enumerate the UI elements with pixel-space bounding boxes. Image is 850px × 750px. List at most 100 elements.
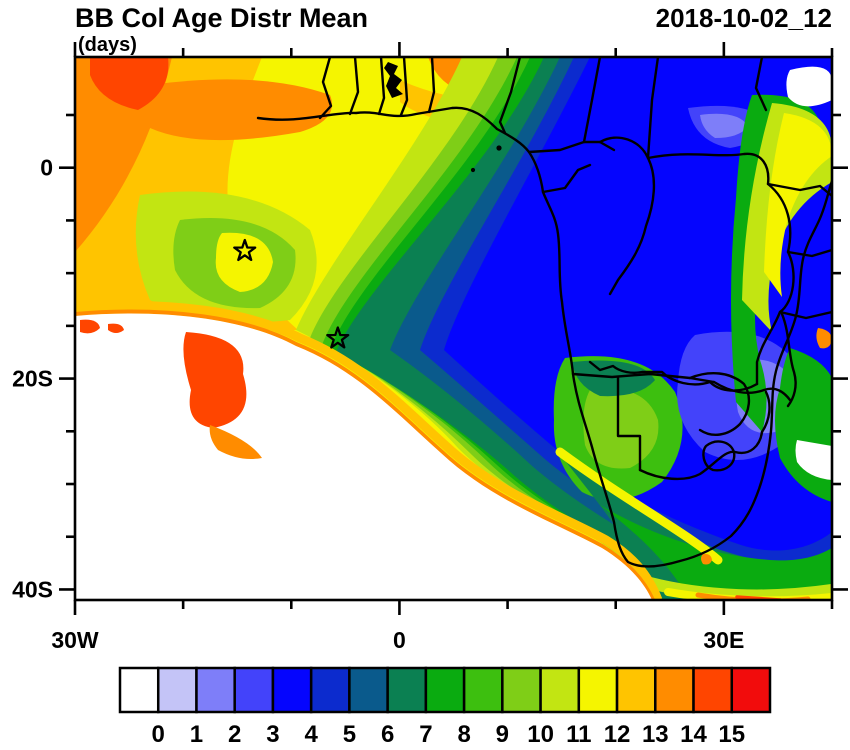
colorbar-cell	[195, 666, 236, 714]
map-shape	[399, 57, 409, 117]
colorbar-tick-label: 7	[419, 721, 432, 748]
y-tick-label: 40S	[12, 576, 53, 602]
contour-region	[572, 360, 655, 397]
colorbar-cell	[654, 666, 695, 714]
colorbar-cell	[118, 666, 160, 714]
contour-region	[183, 332, 247, 428]
colorbar: 0 1 2 3 4 5 6 7 8 9 10 11 12 13 14 15	[118, 666, 772, 748]
plot-title: BB Col Age Distr Mean	[75, 3, 368, 33]
map-shape	[688, 372, 751, 436]
star-marker	[233, 238, 257, 262]
map-shape	[754, 57, 768, 112]
contour-region	[75, 309, 655, 600]
y-tick-label: 20S	[12, 366, 53, 392]
colorbar-cell	[424, 666, 466, 714]
star-marker	[326, 326, 350, 349]
map-shape	[498, 57, 522, 135]
map-shape	[541, 163, 592, 194]
colorbar-tick-label: 1	[190, 721, 203, 748]
contour-region	[600, 505, 832, 600]
map-shape	[638, 430, 764, 481]
map-shape	[377, 57, 386, 116]
colorbar-tick-label: 13	[642, 721, 669, 748]
country-borders	[256, 57, 832, 568]
map-shape	[712, 380, 792, 402]
colorbar-cell	[539, 666, 581, 714]
colorbar-tick-label: 15	[718, 721, 745, 748]
colorbar-cell	[233, 666, 275, 714]
plot-datetime: 2018-10-02_12	[656, 3, 832, 33]
x-tick-label: 30E	[703, 627, 744, 653]
colorbar-tick-label: 8	[457, 721, 470, 748]
contour-region	[209, 425, 262, 459]
colorbar-tick-label: 10	[527, 721, 554, 748]
map-shape	[780, 312, 797, 408]
contour-region	[75, 301, 663, 600]
contour-region	[108, 323, 124, 333]
plot-frame	[73, 55, 834, 602]
colorbar-cell	[462, 666, 504, 714]
colorbar-cell	[309, 666, 351, 714]
colorbar-cell	[156, 666, 198, 714]
map-shape	[702, 440, 736, 472]
contour-region	[664, 588, 832, 600]
y-tick-label: 0	[40, 155, 53, 181]
map-shape	[616, 376, 642, 472]
station-markers	[233, 238, 350, 349]
africa-coastline	[256, 106, 832, 568]
map-shape	[786, 248, 832, 258]
x-tick-label: 0	[393, 627, 406, 653]
contour-region	[731, 94, 818, 433]
contour-region	[786, 66, 832, 107]
colorbar-tick-label: 3	[266, 721, 279, 748]
contour-region	[80, 319, 100, 334]
map-shape	[582, 57, 602, 144]
colorbar-cell	[615, 666, 657, 714]
colorbar-tick-label: 12	[604, 721, 631, 748]
contour-region	[700, 113, 748, 138]
island-dot	[496, 145, 502, 151]
colorbar-cell	[271, 666, 313, 714]
contour-region	[816, 328, 832, 349]
colorbar-cell	[501, 666, 542, 714]
contour-region	[764, 113, 832, 297]
plot-units-subtitle: (days)	[78, 34, 137, 56]
contour-region	[701, 553, 712, 565]
lake-volta	[384, 62, 403, 98]
colorbar-cell	[577, 666, 619, 714]
colorbar-tick-label: 11	[566, 721, 591, 748]
x-tick-label: 30W	[51, 627, 99, 653]
map-shape	[760, 390, 771, 434]
colorbar-tick-label: 5	[343, 721, 356, 748]
contour-region	[644, 577, 832, 600]
contour-region	[144, 79, 332, 141]
contour-region	[90, 57, 169, 110]
colorbar-cell	[730, 666, 772, 714]
axis-ticks: 30W 0 30E 0 20S 40S	[12, 42, 848, 653]
map-shape	[427, 57, 436, 114]
contour-region	[215, 232, 273, 292]
map-shape	[318, 57, 333, 120]
colorbar-tick-label: 6	[381, 721, 394, 748]
colorbar-cell	[692, 666, 734, 714]
map-shape	[778, 310, 832, 320]
contour-field	[75, 57, 832, 600]
map-shape	[766, 182, 832, 198]
map-shape	[646, 152, 795, 386]
colorbar-tick-label: 9	[496, 721, 509, 748]
map-shape	[348, 57, 360, 116]
map-shape	[646, 57, 660, 160]
colorbar-tick-label: 2	[228, 721, 241, 748]
map-shape	[598, 136, 656, 296]
contour-region	[555, 447, 723, 565]
map-shape	[571, 372, 716, 384]
colorbar-tick-label: 0	[152, 721, 165, 748]
contour-region	[795, 440, 832, 480]
colorbar-cell	[386, 666, 428, 714]
colorbar-cell	[348, 666, 389, 714]
island-dot	[470, 167, 476, 173]
colorbar-tick-label: 14	[680, 721, 707, 748]
colorbar-tick-label: 4	[304, 721, 318, 748]
